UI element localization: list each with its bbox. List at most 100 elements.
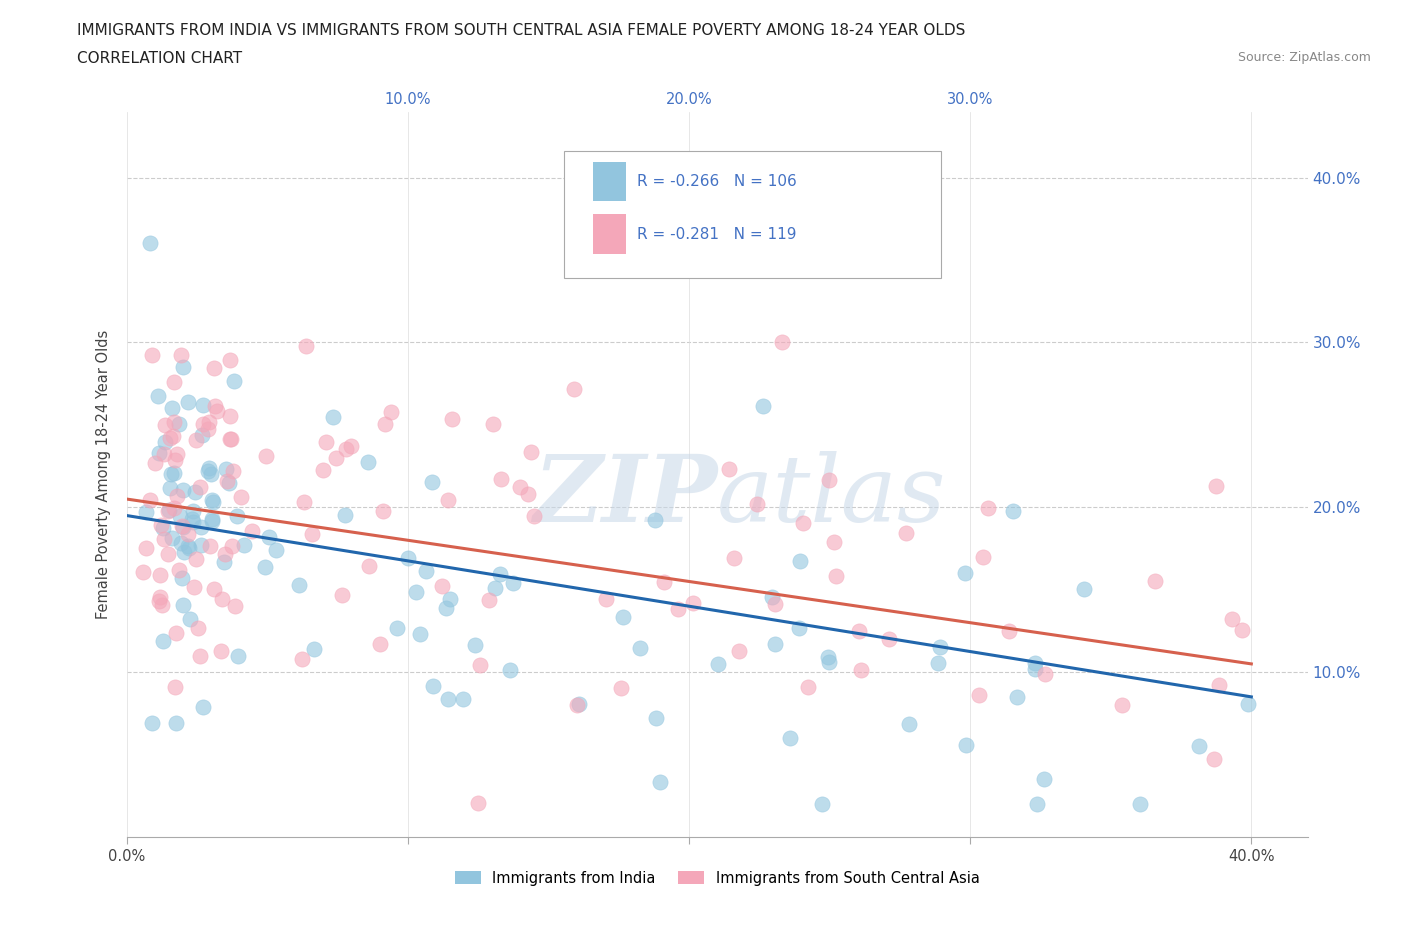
Point <box>160 466 183 481</box>
Point <box>221 538 243 553</box>
Point <box>977 500 1000 515</box>
Point <box>148 446 170 461</box>
Point <box>291 652 314 667</box>
Point <box>143 456 166 471</box>
Point <box>163 680 186 695</box>
Point <box>405 584 427 599</box>
Point <box>179 612 201 627</box>
Point <box>451 691 474 706</box>
Point <box>177 394 200 409</box>
Point <box>927 656 949 671</box>
Point <box>368 637 391 652</box>
Point <box>148 593 170 608</box>
Point <box>184 551 207 566</box>
Point <box>333 508 356 523</box>
Point <box>998 623 1021 638</box>
Point <box>202 495 225 510</box>
Point <box>165 626 187 641</box>
Point <box>218 475 240 490</box>
Point <box>163 453 186 468</box>
Point <box>787 620 810 635</box>
FancyBboxPatch shape <box>564 152 942 278</box>
Point <box>1220 611 1243 626</box>
Point <box>181 514 204 529</box>
Point <box>478 592 501 607</box>
Point <box>191 699 214 714</box>
Point <box>817 655 839 670</box>
Point <box>292 495 315 510</box>
Point <box>824 569 846 584</box>
Point <box>172 483 194 498</box>
Point <box>796 679 818 694</box>
Point <box>138 493 160 508</box>
Point <box>170 536 193 551</box>
Point <box>396 551 419 565</box>
FancyBboxPatch shape <box>593 215 626 254</box>
Point <box>359 558 381 573</box>
Point <box>198 415 221 430</box>
Point <box>734 187 756 202</box>
Point <box>1002 504 1025 519</box>
Point <box>172 597 194 612</box>
Point <box>467 795 489 810</box>
Point <box>254 448 277 463</box>
Point <box>211 591 233 606</box>
Point <box>242 524 264 538</box>
Point <box>166 446 188 461</box>
Point <box>257 529 280 544</box>
Point <box>562 381 585 396</box>
Point <box>877 631 900 646</box>
Point <box>817 649 839 664</box>
Point <box>628 641 651 656</box>
Point <box>172 520 194 535</box>
Point <box>197 464 219 479</box>
Point <box>288 578 311 592</box>
Point <box>198 460 221 475</box>
Point <box>751 398 773 413</box>
Point <box>464 638 486 653</box>
Point <box>162 429 184 444</box>
Point <box>482 417 505 432</box>
Point <box>523 509 546 524</box>
Point <box>502 575 524 590</box>
Point <box>516 487 538 502</box>
Point <box>1129 797 1152 812</box>
Point <box>967 687 990 702</box>
Point <box>162 500 184 515</box>
Point <box>648 775 671 790</box>
Point <box>489 472 512 487</box>
Point <box>218 432 240 446</box>
Point <box>422 679 444 694</box>
Point <box>301 526 323 541</box>
Point <box>1208 677 1230 692</box>
Point <box>718 461 741 476</box>
Point <box>224 599 246 614</box>
Point <box>432 578 454 593</box>
Point <box>374 417 396 432</box>
Point <box>209 644 232 659</box>
Point <box>202 361 225 376</box>
Point <box>156 503 179 518</box>
Point <box>955 737 977 752</box>
Point <box>723 551 745 565</box>
Point <box>160 400 183 415</box>
Point <box>149 590 172 604</box>
FancyBboxPatch shape <box>593 162 626 202</box>
Text: atlas: atlas <box>717 451 946 541</box>
Point <box>152 447 174 462</box>
Text: R = -0.266   N = 106: R = -0.266 N = 106 <box>637 174 797 189</box>
Point <box>149 518 172 533</box>
Point <box>200 538 222 553</box>
Point <box>186 432 208 447</box>
Point <box>1032 772 1054 787</box>
Point <box>197 422 219 437</box>
Point <box>792 516 814 531</box>
Point <box>761 590 783 604</box>
Point <box>138 236 160 251</box>
Point <box>253 560 276 575</box>
Text: Source: ZipAtlas.com: Source: ZipAtlas.com <box>1237 51 1371 64</box>
Point <box>172 518 194 533</box>
Point <box>357 455 380 470</box>
Point <box>371 503 394 518</box>
Point <box>226 649 249 664</box>
